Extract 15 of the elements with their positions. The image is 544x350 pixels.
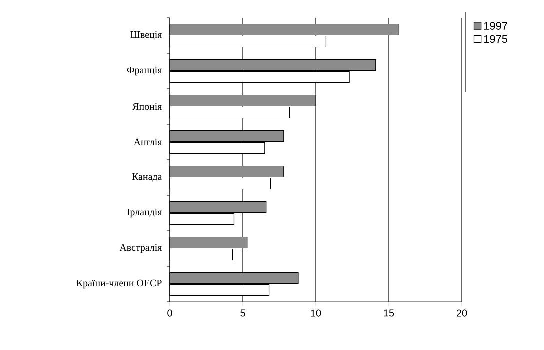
x-tick-label: 10: [311, 310, 322, 317]
y-tick-label: Ірландія: [127, 208, 162, 218]
y-tick-label: Країни-члени ОЕСР: [76, 280, 162, 289]
y-tick-label: Швеція: [130, 31, 162, 40]
y-tick-label: Японія: [132, 103, 162, 110]
x-tick-label: 20: [456, 310, 468, 317]
x-tick-label: 5: [240, 310, 246, 317]
y-tick-label: Англія: [134, 138, 162, 146]
y-tick-label: Канада: [132, 174, 162, 182]
x-tick-label: 0: [168, 310, 172, 317]
y-tick-label: Франція: [127, 66, 162, 76]
legend-label: 1997: [484, 22, 508, 30]
x-tick-label: 15: [384, 310, 394, 317]
legend-label: 1975: [484, 35, 508, 44]
y-tick-label: Австралія: [120, 244, 162, 254]
